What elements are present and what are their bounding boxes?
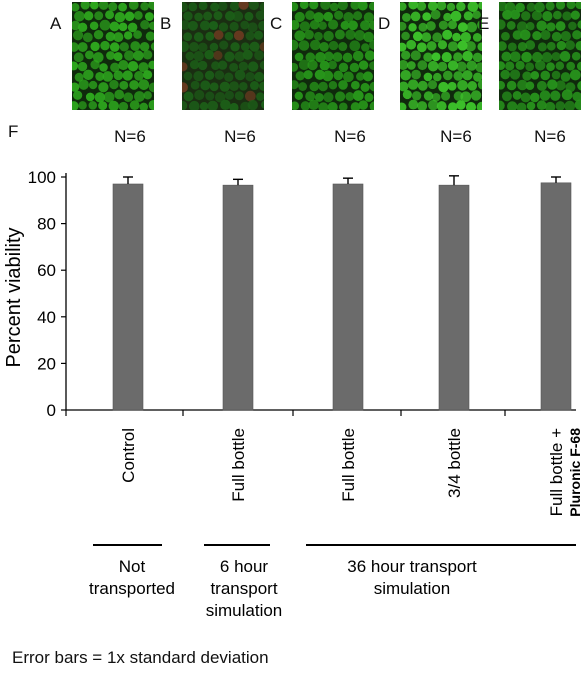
category-label: Full bottle xyxy=(339,428,358,502)
group-label: Not xyxy=(119,557,146,576)
bar xyxy=(540,182,572,411)
panel-letter-b: B xyxy=(160,14,172,33)
category-label: Full bottle + xyxy=(547,428,566,516)
bar xyxy=(332,183,364,411)
group-label: transport xyxy=(210,579,277,598)
y-tick-label: 100 xyxy=(28,168,56,187)
group-label: simulation xyxy=(374,579,451,598)
group-label: simulation xyxy=(206,601,283,620)
panel-letter-f: F xyxy=(8,122,19,141)
y-tick-label: 80 xyxy=(37,215,56,234)
group-label: 36 hour transport xyxy=(347,557,477,576)
n-label: N=6 xyxy=(334,127,366,146)
panel-letter-e: E xyxy=(478,14,490,33)
n-label: N=6 xyxy=(114,127,146,146)
micrograph-d xyxy=(400,2,482,110)
bar-chart: 0 20 40 60 80 100 Percent viability Control Full… xyxy=(3,168,583,620)
y-axis-label: Percent viability xyxy=(3,227,25,367)
n-label: N=6 xyxy=(534,127,566,146)
bar xyxy=(222,184,254,411)
panel-letter-a: A xyxy=(50,14,62,33)
category-label: Control xyxy=(119,428,138,483)
y-tick-label: 60 xyxy=(37,261,56,280)
n-label: N=6 xyxy=(224,127,256,146)
bar xyxy=(438,184,470,411)
panel-letter-c: C xyxy=(270,14,283,33)
y-tick-label: 20 xyxy=(37,354,56,373)
y-tick-label: 0 xyxy=(47,401,56,420)
category-label: 3/4 bottle xyxy=(445,428,464,498)
panel-letter-d: D xyxy=(378,14,391,33)
y-tick-label: 40 xyxy=(37,308,56,327)
category-sublabel: Pluronic F-68 xyxy=(567,428,583,517)
group-label: 6 hour xyxy=(220,557,269,576)
group-label: transported xyxy=(89,579,175,598)
micrograph-c xyxy=(292,2,374,110)
n-label: N=6 xyxy=(440,127,472,146)
footnote: Error bars = 1x standard deviation xyxy=(12,648,269,667)
category-label: Full bottle xyxy=(229,428,248,502)
micrograph-b xyxy=(182,2,264,110)
micrograph-e xyxy=(499,2,581,110)
micrograph-a xyxy=(72,2,154,110)
bar xyxy=(112,183,144,411)
